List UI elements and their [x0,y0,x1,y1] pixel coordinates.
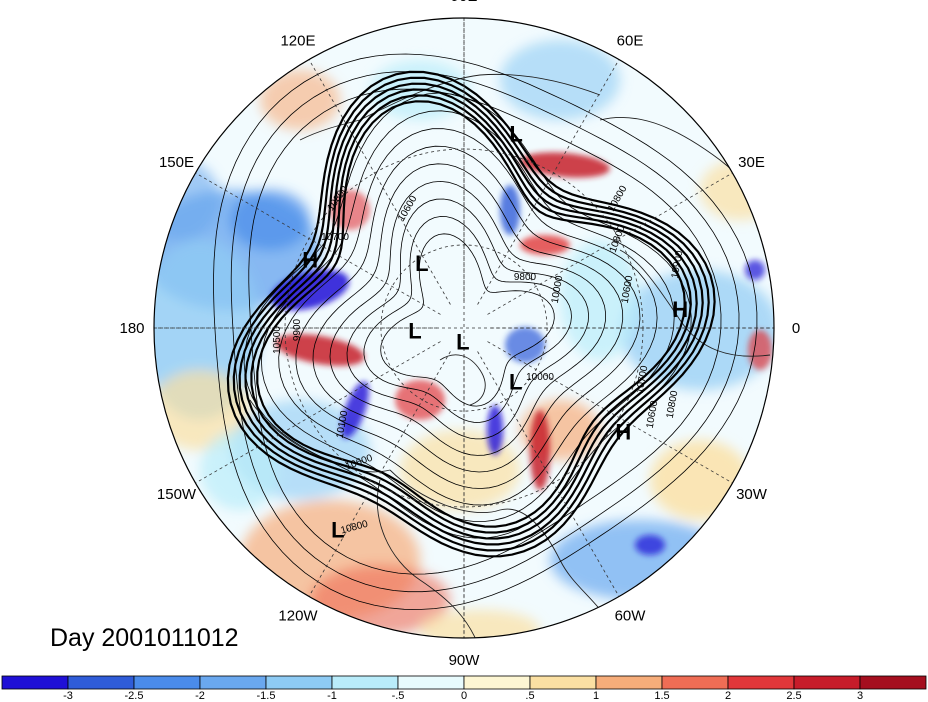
colorbar-tick-label: 3 [857,690,863,702]
colorbar-tick-label: 1.5 [654,690,669,702]
colorbar-swatch [859,675,927,690]
colorbar-swatch [595,675,663,690]
colorbar: -3 -2.5 -2 -1.5 -1 -.5 0 .5 1 1.5 2 2.5 3 [1,675,927,702]
contour-label: 10800 [665,389,681,419]
colorbar-swatch [463,675,531,690]
colorbar-swatch [397,675,465,690]
longitude-label: 60W [615,608,647,625]
contour-label: 9800 [514,272,537,283]
contour-label: 10700 [321,232,349,243]
longitude-label: 30E [738,154,765,171]
colorbar-tick-label: -2 [195,690,205,702]
contour-label: 9900 [292,318,303,341]
colorbar-swatch [67,675,135,690]
colorbar-swatch [331,675,399,690]
longitude-labels: 90E 60E 30E 0 30W 60W 90W 120W 150W 180 150E 120E [119,0,800,669]
contour-label: 10000 [550,274,566,304]
graticule [154,18,774,638]
colorbar-swatch [529,675,597,690]
colorbar-tick-label: 2 [725,690,731,702]
longitude-label: 120W [278,608,318,625]
contour-label: 10600 [645,399,661,429]
low-pressure-label: L [509,370,522,395]
colorbar-swatch [793,675,861,690]
low-pressure-label: L [331,518,344,543]
colorbar-swatch [133,675,201,690]
longitude-label: 180 [119,320,144,337]
colorbar-swatch [199,675,267,690]
colorbar-tick-label: 2.5 [786,690,801,702]
longitude-label: 0 [792,320,800,337]
colorbar-tick-label: .5 [525,690,534,702]
contour-label: 10900 [670,249,686,279]
colorbar-swatch [661,675,729,690]
colorbar-tick-label: 0 [461,690,467,702]
contour-label: 10600 [620,274,636,304]
high-pressure-label: H [615,420,631,445]
contour-label: 10000 [526,372,554,383]
low-pressure-label: L [408,319,421,344]
longitude-label: 90W [449,652,481,669]
high-pressure-label: H [302,248,318,273]
contour-label: 10500 [272,326,283,354]
colorbar-swatch [1,675,69,690]
colorbar-tick-label: 1 [593,690,599,702]
low-pressure-label: L [509,122,522,147]
contour-label: 10100 [335,409,351,439]
date-label: Day 2001011012 [50,624,239,652]
longitude-label: 30W [736,486,768,503]
longitude-label: 150W [157,486,197,503]
longitude-label: 60E [617,33,644,50]
low-pressure-label: L [415,251,428,276]
high-pressure-label: H [672,297,688,322]
map-boundary [153,17,775,639]
longitude-label: 120E [280,33,315,50]
longitude-label: 150E [159,154,194,171]
colorbar-tick-label: -3 [63,690,73,702]
colorbar-tick-label: -2.5 [125,690,144,702]
contour-label: 10700 [635,364,651,394]
colorbar-tick-label: -.5 [392,690,405,702]
longitude-label: 90E [451,0,478,5]
low-pressure-label: L [456,330,469,355]
colorbar-swatch [727,675,795,690]
colorbar-swatch [265,675,333,690]
colorbar-tick-label: -1 [327,690,337,702]
pressure-center-labels: L L L L L L H H H [302,122,688,543]
colorbar-tick-label: -1.5 [257,690,276,702]
